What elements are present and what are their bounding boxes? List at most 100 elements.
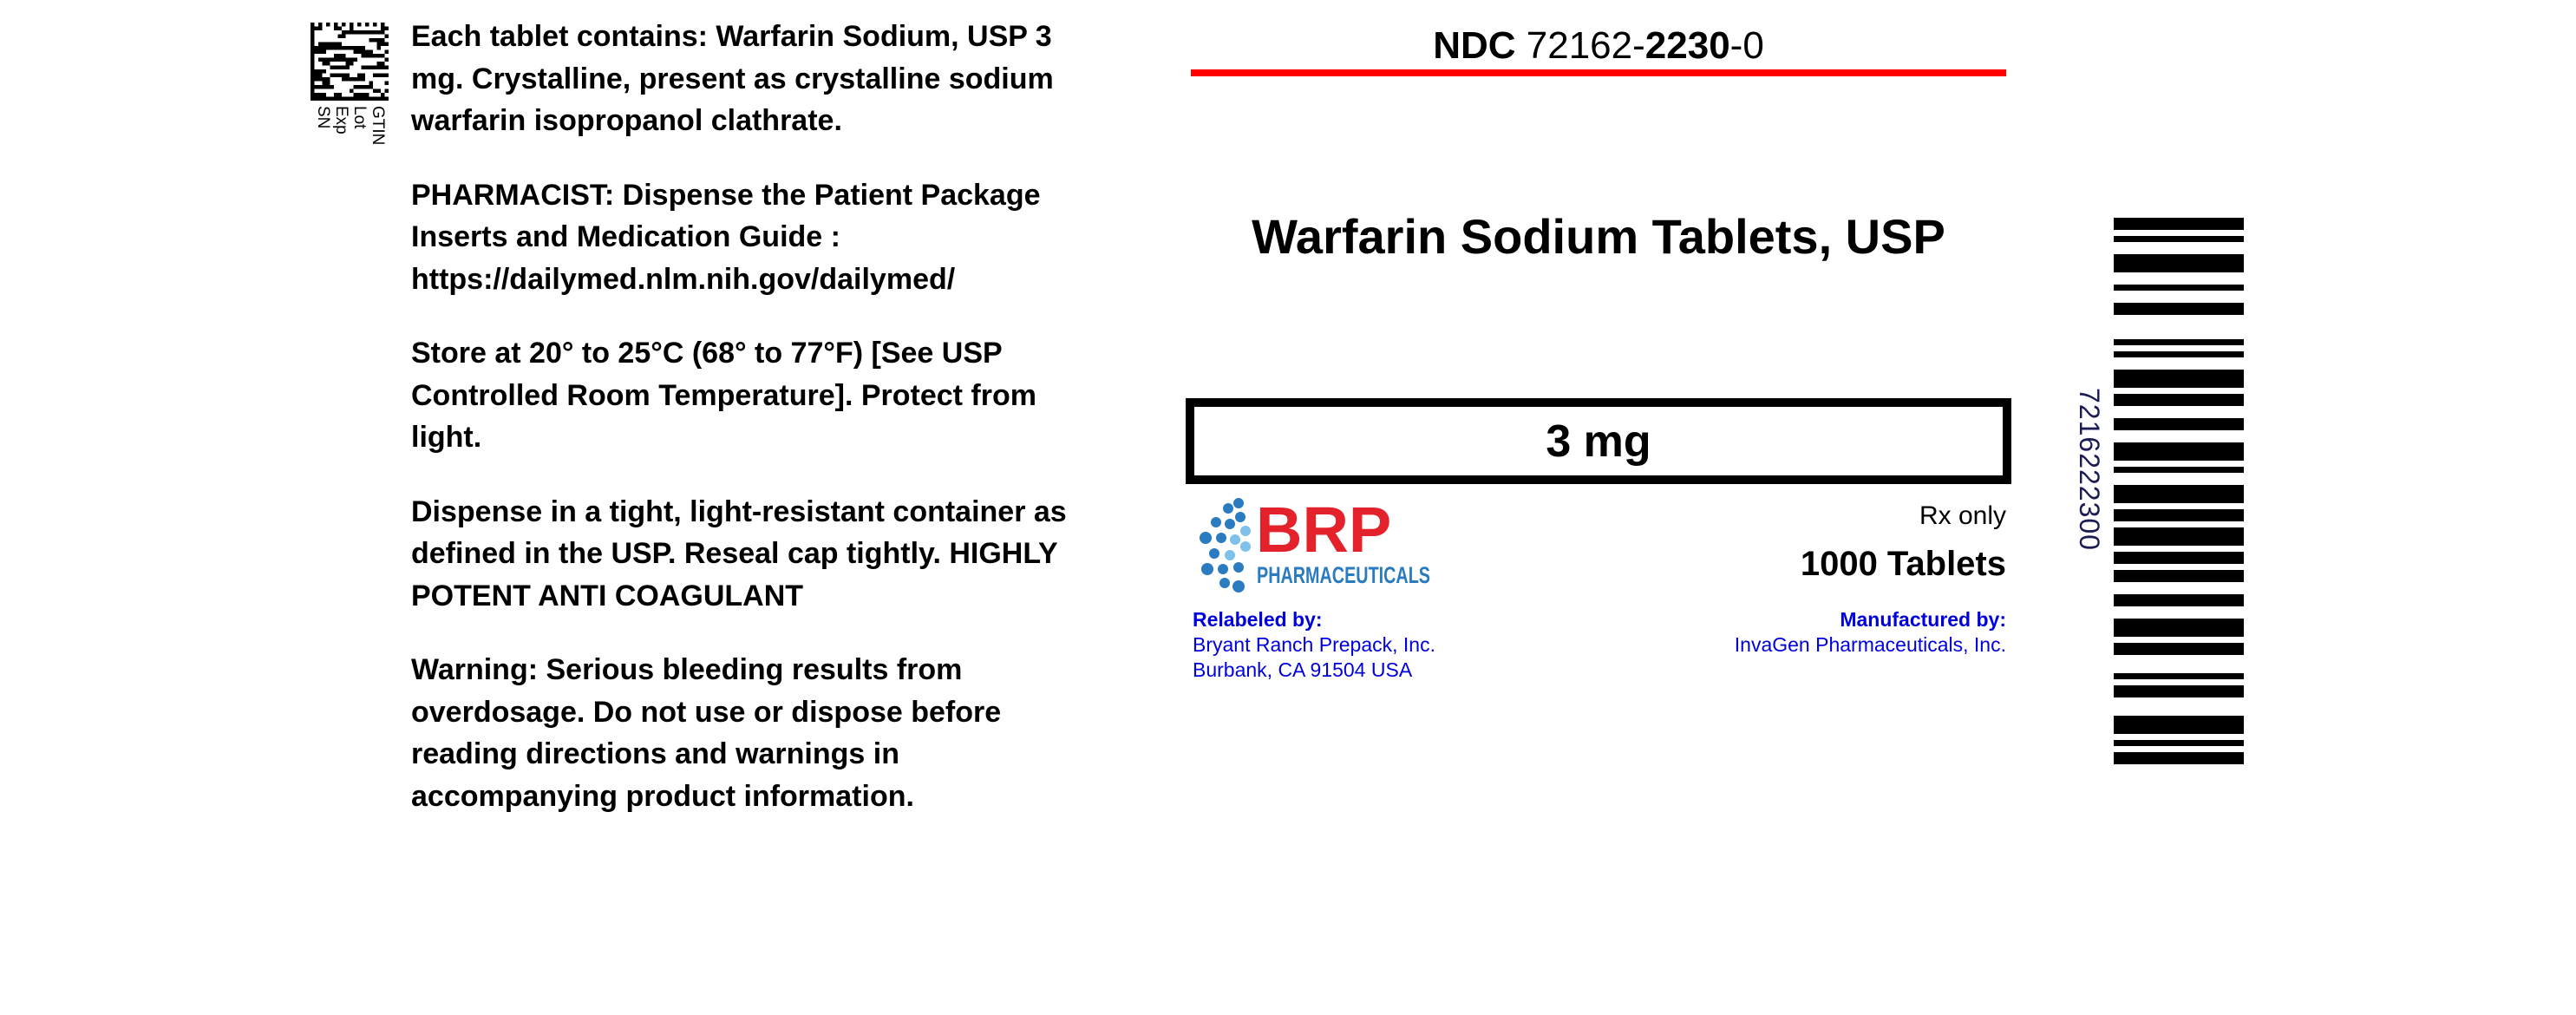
datamatrix-module bbox=[311, 49, 315, 54]
datamatrix-module bbox=[345, 57, 350, 62]
datamatrix-module bbox=[334, 54, 338, 58]
datamatrix-module bbox=[326, 62, 330, 66]
logo-dot bbox=[1225, 519, 1235, 529]
datamatrix-module bbox=[345, 96, 350, 101]
instruction-line: Dispense in a tight, light-resistant con… bbox=[411, 494, 1067, 528]
instruction-line: POTENT ANTI COAGULANT bbox=[411, 579, 804, 612]
datamatrix-module bbox=[373, 30, 377, 35]
datamatrix-module bbox=[384, 65, 389, 69]
datamatrix-module bbox=[369, 49, 373, 54]
datamatrix-module bbox=[311, 46, 315, 50]
barcode-bar bbox=[2114, 467, 2244, 473]
datamatrix-module bbox=[326, 46, 330, 50]
datamatrix-module bbox=[334, 23, 338, 27]
instruction-paragraph: PHARMACIST: Dispense the Patient Package… bbox=[411, 174, 1174, 301]
barcode-bar bbox=[2114, 236, 2244, 242]
sn-label: SN bbox=[314, 106, 332, 129]
datamatrix-module bbox=[369, 38, 373, 43]
datamatrix-module bbox=[353, 57, 357, 62]
barcode-bar bbox=[2114, 740, 2244, 746]
datamatrix-module bbox=[353, 96, 357, 101]
datamatrix-module bbox=[357, 73, 362, 77]
datamatrix-module bbox=[322, 46, 326, 50]
barcode-bar bbox=[2114, 485, 2244, 503]
logo-dot bbox=[1233, 498, 1244, 508]
datamatrix-module bbox=[353, 46, 357, 50]
strength: 3 mg bbox=[1546, 416, 1651, 467]
datamatrix-module bbox=[384, 96, 389, 101]
datamatrix-module bbox=[350, 62, 354, 66]
datamatrix-module bbox=[334, 26, 338, 30]
datamatrix-module bbox=[381, 30, 385, 35]
datamatrix-module bbox=[384, 73, 389, 77]
datamatrix-module bbox=[337, 73, 342, 77]
datamatrix-module bbox=[334, 96, 338, 101]
logo-dot bbox=[1235, 512, 1246, 522]
datamatrix-module bbox=[384, 42, 389, 46]
instruction-line: Each tablet contains: Warfarin Sodium, U… bbox=[411, 20, 1052, 53]
barcode-bar bbox=[2114, 339, 2244, 345]
datamatrix-module bbox=[330, 73, 334, 77]
barcode-bar bbox=[2114, 370, 2244, 388]
datamatrix-module bbox=[318, 69, 323, 74]
datamatrix-module bbox=[311, 26, 315, 30]
ndc-product: 2230 bbox=[1644, 24, 1730, 67]
strength-box: 3 mg bbox=[1186, 398, 2011, 484]
datamatrix-module bbox=[322, 69, 326, 74]
datamatrix-module bbox=[311, 30, 315, 35]
datamatrix-module bbox=[373, 54, 377, 58]
datamatrix-module bbox=[337, 46, 342, 50]
datamatrix-module bbox=[330, 42, 334, 46]
datamatrix-module bbox=[342, 46, 346, 50]
datamatrix-module bbox=[311, 73, 315, 77]
datamatrix-module bbox=[342, 30, 346, 35]
instruction-paragraph: Store at 20° to 25°C (68° to 77°F) [See … bbox=[411, 332, 1174, 459]
datamatrix-module bbox=[311, 38, 315, 43]
datamatrix-module bbox=[311, 65, 315, 69]
instruction-paragraph: Each tablet contains: Warfarin Sodium, U… bbox=[411, 16, 1174, 142]
datamatrix-module bbox=[350, 46, 354, 50]
datamatrix-module bbox=[384, 26, 389, 30]
ndc-prefix: NDC bbox=[1433, 24, 1516, 67]
datamatrix-module bbox=[384, 34, 389, 38]
instruction-line: warfarin isopropanol clathrate. bbox=[411, 104, 842, 137]
datamatrix-module bbox=[314, 49, 318, 54]
instruction-line: reading directions and warnings in bbox=[411, 737, 899, 770]
datamatrix-module bbox=[353, 93, 357, 97]
logo-dot bbox=[1230, 534, 1240, 545]
datamatrix-module bbox=[318, 26, 323, 30]
barcode-bar bbox=[2114, 527, 2244, 546]
datamatrix-module bbox=[322, 49, 326, 54]
datamatrix-module bbox=[381, 96, 385, 101]
datamatrix-module bbox=[361, 73, 365, 77]
rx-only: Rx only bbox=[1919, 501, 2006, 530]
datamatrix-module bbox=[342, 73, 346, 77]
instruction-line: light. bbox=[411, 421, 482, 454]
datamatrix-module bbox=[311, 69, 315, 74]
instruction-line: accompanying product information. bbox=[411, 779, 914, 813]
datamatrix-module bbox=[350, 26, 354, 30]
barcode-bar bbox=[2114, 752, 2244, 764]
datamatrix-module bbox=[334, 57, 338, 62]
datamatrix-module bbox=[311, 42, 315, 46]
datamatrix-module bbox=[369, 96, 373, 101]
logo-dot bbox=[1223, 503, 1233, 514]
datamatrix-module bbox=[376, 38, 381, 43]
logo-dot bbox=[1201, 563, 1213, 575]
barcode-bar bbox=[2114, 643, 2244, 655]
datamatrix-module bbox=[311, 85, 315, 89]
datamatrix-module bbox=[357, 49, 362, 54]
datamatrix-module bbox=[373, 38, 377, 43]
logo-dot bbox=[1232, 580, 1245, 593]
logo-dot bbox=[1200, 532, 1212, 544]
datamatrix-module bbox=[384, 49, 389, 54]
relabeler-address: Burbank, CA 91504 USA bbox=[1193, 658, 1413, 681]
datamatrix-code bbox=[311, 23, 389, 101]
datamatrix-module bbox=[337, 42, 342, 46]
barcode-bar bbox=[2114, 716, 2244, 734]
relabeler-info: Relabeled by: Bryant Ranch Prepack, Inc.… bbox=[1193, 607, 1435, 683]
datamatrix-module bbox=[345, 77, 350, 82]
lot-label: Lot bbox=[350, 106, 369, 129]
datamatrix-module bbox=[350, 23, 354, 27]
instruction-line: https://dailymed.nlm.nih.gov/dailymed/ bbox=[411, 262, 956, 296]
